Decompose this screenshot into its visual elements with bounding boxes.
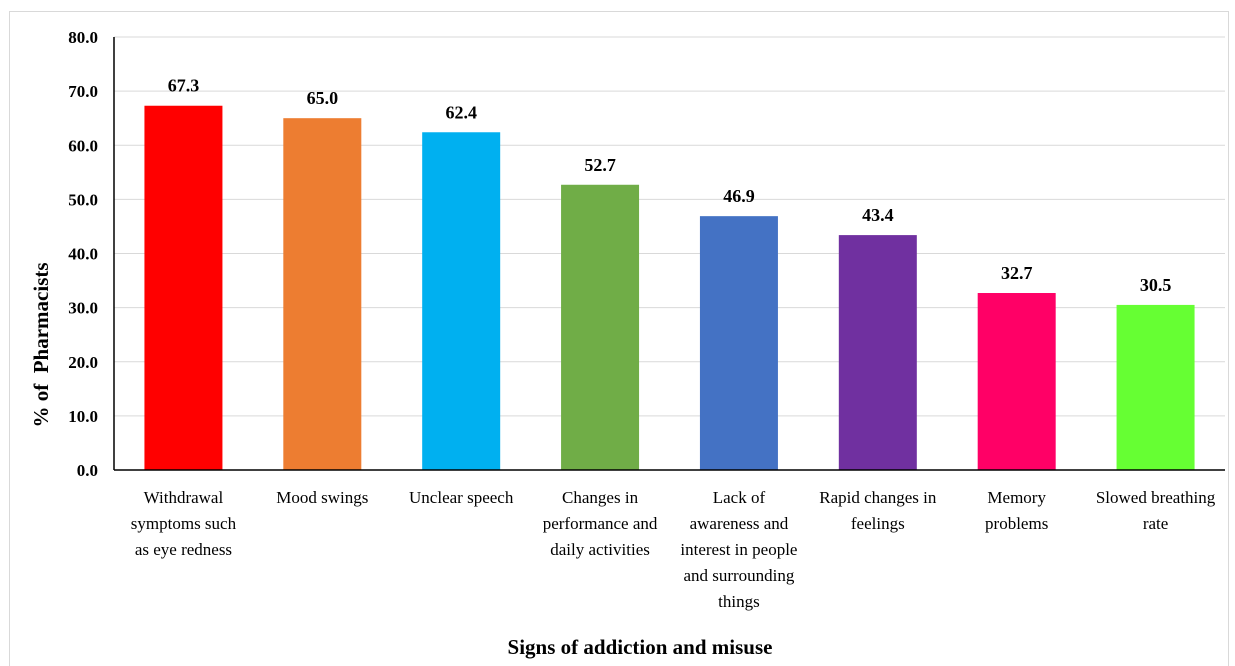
x-category-label: Mood swings	[276, 488, 368, 507]
x-category-label: Slowed breathing	[1096, 488, 1216, 507]
y-tick-labels: 0.0 10.0 20.0 30.0 40.0 50.0 60.0 70.0 80.0	[68, 28, 98, 480]
data-label: 32.7	[1001, 263, 1033, 283]
data-label: 46.9	[723, 186, 755, 206]
bar	[561, 184, 640, 471]
bar	[283, 118, 362, 470]
x-category-label: Unclear speech	[409, 488, 514, 507]
y-tick-label: 70.0	[68, 82, 98, 101]
x-category-labels: Withdrawal symptoms such as eye redness Moo…	[131, 488, 1216, 611]
x-category-label: daily activities	[550, 540, 650, 559]
bar	[977, 293, 1056, 470]
x-axis-title: Signs of addiction and misuse	[508, 635, 773, 659]
x-category-label: things	[718, 592, 760, 611]
data-label: 52.7	[584, 155, 616, 175]
bar	[144, 105, 223, 471]
x-category-label: Rapid changes in	[819, 488, 937, 507]
x-category-label: and surrounding	[683, 566, 794, 585]
x-category-label: awareness and	[690, 514, 789, 533]
y-tick-label: 80.0	[68, 28, 98, 47]
data-label: 62.4	[445, 102, 477, 122]
x-category-label: as eye redness	[135, 540, 232, 559]
x-category-label: performance and	[543, 514, 658, 533]
gridlines	[114, 36, 1225, 417]
x-category-label: rate	[1143, 514, 1168, 533]
x-category-label: Changes in	[562, 488, 639, 507]
data-label: 43.4	[862, 205, 894, 225]
value-labels: 67.3 65.0 62.4 52.7 46.9 43.4 32.7 30.5	[168, 76, 1172, 295]
bar	[699, 216, 778, 470]
x-category-label: symptoms such	[131, 514, 237, 533]
bar	[838, 235, 917, 470]
y-tick-label: 10.0	[68, 407, 98, 426]
y-tick-label: 50.0	[68, 190, 98, 209]
y-tick-label: 0.0	[77, 461, 98, 480]
x-category-label: interest in people	[680, 540, 797, 559]
x-category-label: Lack of	[713, 488, 766, 507]
y-tick-label: 40.0	[68, 245, 98, 264]
data-label: 65.0	[307, 88, 339, 108]
data-label: 30.5	[1140, 275, 1172, 295]
data-label: 67.3	[168, 76, 200, 96]
y-tick-label: 20.0	[68, 353, 98, 372]
x-category-label: Memory	[987, 488, 1046, 507]
y-tick-label: 30.0	[68, 299, 98, 318]
y-tick-label: 60.0	[68, 136, 98, 155]
x-category-label: feelings	[851, 514, 905, 533]
bar	[1116, 304, 1195, 470]
bars	[144, 105, 1195, 471]
y-axis-title: % of Pharmacists	[29, 262, 53, 427]
bar	[422, 132, 501, 470]
x-category-label: Withdrawal	[144, 488, 224, 507]
x-category-label: problems	[985, 514, 1048, 533]
